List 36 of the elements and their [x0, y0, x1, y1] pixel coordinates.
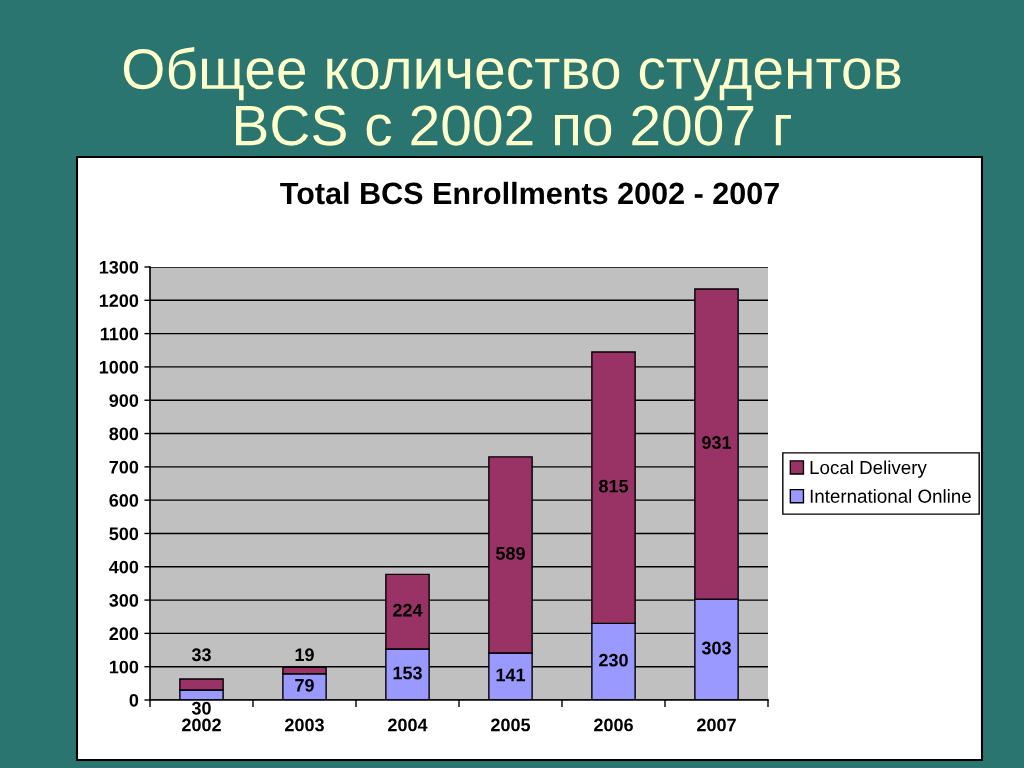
y-tick-label: 500 [109, 527, 139, 541]
y-tick-label: 1100 [100, 327, 139, 341]
y-tick-label: 0 [129, 693, 139, 707]
y-tick-label: 700 [109, 460, 139, 474]
data-label: 79 [295, 678, 314, 692]
y-tick-label: 1000 [99, 360, 139, 374]
chart-subtitle: Total BCS Enrollments 2002 - 2007 [280, 181, 779, 205]
chart-title: Общее количество студентов BCS с 2002 по 2007 г [123, 47, 901, 146]
data-label: 224 [393, 603, 423, 617]
data-label: 141 [496, 668, 526, 682]
data-label: 19 [295, 648, 314, 662]
data-label: 303 [701, 641, 731, 655]
x-tick-label: 2005 [491, 718, 531, 732]
x-tick-label: 2003 [285, 718, 324, 732]
y-tick-label: 800 [109, 427, 139, 441]
x-tick-label: 2002 [182, 718, 221, 732]
x-tick-label: 2007 [697, 718, 736, 732]
data-label: 230 [599, 653, 628, 667]
y-tick-label: 300 [109, 594, 139, 607]
legend-label: Local Delivery [810, 460, 927, 478]
y-tick-label: 200 [109, 627, 139, 641]
y-tick-label: 100 [109, 660, 139, 674]
y-tick-label: 1200 [99, 294, 139, 308]
y-tick-label: 1300 [99, 260, 139, 274]
x-tick-label: 2006 [594, 718, 633, 732]
data-label: 589 [495, 547, 525, 560]
x-tick-label: 2004 [388, 718, 428, 732]
data-label: 153 [393, 666, 422, 680]
y-tick-label: 900 [109, 394, 139, 407]
y-tick-label: 400 [109, 560, 139, 574]
data-label: 33 [191, 648, 211, 662]
data-label: 30 [191, 701, 211, 715]
legend-label: International Online [810, 489, 971, 503]
y-tick-label: 600 [109, 494, 139, 507]
data-label: 931 [702, 436, 732, 449]
data-label: 815 [599, 479, 629, 493]
